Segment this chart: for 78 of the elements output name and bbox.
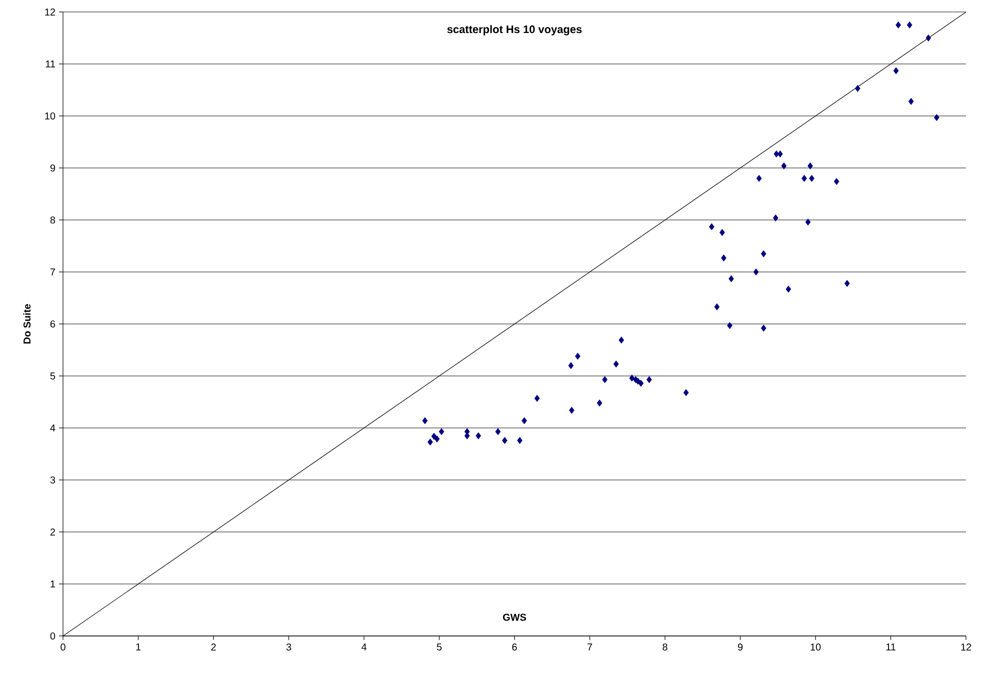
point	[906, 21, 912, 28]
point	[569, 406, 574, 414]
point	[854, 84, 860, 92]
point	[431, 432, 437, 440]
point	[720, 228, 725, 236]
point	[809, 174, 814, 182]
y-tick-label: 5	[50, 372, 56, 380]
point	[438, 428, 444, 436]
x-tick-label: 11	[886, 644, 896, 650]
x-tick-label: 3	[286, 644, 292, 651]
y-tick-label: 7	[50, 268, 55, 276]
point	[760, 250, 766, 258]
point	[502, 436, 508, 444]
point	[786, 286, 792, 293]
y-tick-label: 0	[50, 632, 56, 640]
point	[777, 150, 783, 158]
point	[708, 223, 714, 230]
point	[844, 280, 850, 287]
point	[683, 389, 689, 396]
y-tick-label: 8	[50, 216, 56, 224]
y-tick-label: 1	[50, 580, 56, 588]
point	[602, 376, 608, 384]
x-tick-label: 4	[361, 644, 366, 650]
x-tick-label: 6	[512, 644, 517, 651]
x-tick-label: 12	[961, 644, 972, 650]
point	[495, 428, 501, 436]
point	[772, 214, 778, 222]
y-axis-title: Do Suite	[23, 304, 31, 344]
point	[893, 67, 899, 74]
point	[727, 322, 732, 330]
point	[476, 432, 482, 440]
y-tick-label: 3	[50, 476, 56, 484]
x-tick-label: 1	[136, 644, 141, 650]
y-tick-label: 4	[50, 424, 56, 432]
text: scatterplot Hs 10 voyages	[447, 25, 582, 36]
y-tick-label: 12	[45, 8, 55, 16]
x-tick-label: 0	[60, 644, 66, 651]
y-tick-label: 6	[50, 320, 56, 328]
point	[568, 362, 574, 370]
y-tick-label: 11	[46, 60, 56, 68]
point	[422, 417, 428, 424]
point	[596, 400, 602, 407]
point	[926, 34, 932, 42]
point	[908, 98, 914, 105]
y-tick-label: 2	[50, 528, 55, 536]
x-tick-label: 9	[738, 644, 743, 651]
y-tick-label: 10	[45, 112, 56, 120]
point	[781, 162, 787, 170]
point	[756, 174, 762, 182]
point	[802, 174, 807, 182]
point	[618, 336, 624, 344]
point	[613, 360, 619, 368]
point	[721, 254, 726, 262]
point	[934, 114, 940, 122]
point	[428, 438, 433, 446]
point	[522, 417, 527, 424]
point	[728, 275, 734, 282]
point	[434, 435, 440, 442]
point	[753, 268, 759, 276]
point	[834, 178, 840, 186]
point	[896, 21, 901, 28]
point	[808, 162, 813, 170]
point	[638, 380, 644, 387]
point	[646, 376, 652, 384]
point	[517, 436, 522, 444]
y-tick-label: 9	[50, 164, 56, 172]
x-axis-title: GWS	[503, 614, 526, 621]
x-tick-label: 5	[436, 644, 442, 650]
point	[534, 394, 540, 402]
point	[805, 218, 811, 226]
x-tick-label: 10	[810, 644, 821, 651]
x-tick-label: 8	[662, 644, 668, 651]
point	[629, 374, 635, 382]
point	[575, 352, 580, 360]
point	[760, 324, 766, 332]
x-tick-label: 2	[211, 644, 216, 650]
x-tick-label: 7	[588, 644, 592, 650]
point	[714, 303, 720, 310]
